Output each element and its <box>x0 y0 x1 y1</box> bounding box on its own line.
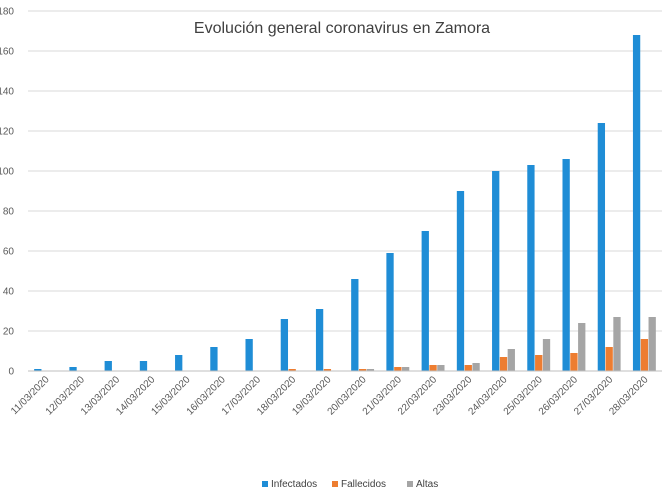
y-tick-label: 120 <box>0 127 14 138</box>
bar-altas-27/03/2020 <box>613 317 621 371</box>
bar-fallecidos-28/03/2020 <box>640 339 649 371</box>
bar-fallecidos-24/03/2020 <box>499 357 508 371</box>
bar-infectados-11/03/2020 <box>34 369 42 371</box>
bar-infectados-20/03/2020 <box>351 279 359 371</box>
bar-infectados-27/03/2020 <box>597 123 606 371</box>
legend: Infectados Fallecidos Altas <box>262 479 438 490</box>
bar-fallecidos-22/03/2020 <box>429 365 437 371</box>
bar-infectados-23/03/2020 <box>456 191 465 371</box>
y-tick-label: 80 <box>3 207 15 218</box>
bar-infectados-19/03/2020 <box>315 309 324 371</box>
bar-infectados-25/03/2020 <box>527 165 535 371</box>
bar-altas-24/03/2020 <box>507 349 515 371</box>
legend-label-fallecidos: Fallecidos <box>341 479 386 490</box>
bar-infectados-22/03/2020 <box>421 231 429 371</box>
y-axis: 0 20 40 60 80 100 120 140 160 180 <box>0 7 14 378</box>
y-tick-label: 60 <box>3 247 15 258</box>
y-tick-label: 20 <box>3 327 15 338</box>
y-tick-label: 40 <box>3 287 15 298</box>
bar-fallecidos-20/03/2020 <box>358 369 367 371</box>
bar-infectados-17/03/2020 <box>245 339 253 371</box>
legend-swatch-altas <box>407 481 413 487</box>
bar-altas-23/03/2020 <box>472 363 480 371</box>
bar-altas-22/03/2020 <box>437 365 445 371</box>
bar-fallecidos-27/03/2020 <box>605 347 613 371</box>
bar-infectados-24/03/2020 <box>492 171 500 371</box>
bar-fallecidos-23/03/2020 <box>464 365 472 371</box>
bar-infectados-12/03/2020 <box>69 367 77 371</box>
y-tick-label: 100 <box>0 167 14 178</box>
chart-title: Evolución general coronavirus en Zamora <box>194 20 490 37</box>
bar-fallecidos-25/03/2020 <box>535 355 543 371</box>
legend-swatch-infectados <box>262 481 268 487</box>
bar-infectados-26/03/2020 <box>562 159 570 371</box>
bar-infectados-28/03/2020 <box>632 35 641 371</box>
bar-infectados-21/03/2020 <box>386 253 394 371</box>
y-tick-label: 140 <box>0 87 14 98</box>
y-tick-label: 0 <box>8 367 14 378</box>
bar-fallecidos-26/03/2020 <box>570 353 578 371</box>
bar-altas-20/03/2020 <box>366 369 375 371</box>
bar-fallecidos-19/03/2020 <box>323 369 332 371</box>
y-tick-label: 160 <box>0 47 14 58</box>
bar-infectados-18/03/2020 <box>280 319 289 371</box>
legend-label-altas: Altas <box>416 479 438 490</box>
bar-altas-25/03/2020 <box>542 339 551 371</box>
legend-label-infectados: Infectados <box>271 479 317 490</box>
bar-altas-26/03/2020 <box>578 323 586 371</box>
bar-infectados-14/03/2020 <box>139 361 148 371</box>
gridlines <box>28 10 662 332</box>
bar-fallecidos-21/03/2020 <box>394 367 402 371</box>
bar-infectados-15/03/2020 <box>175 355 183 371</box>
bar-altas-28/03/2020 <box>648 317 656 371</box>
bar-infectados-16/03/2020 <box>210 347 218 371</box>
bar-altas-21/03/2020 <box>401 367 410 371</box>
bars <box>34 35 656 371</box>
bar-fallecidos-18/03/2020 <box>288 369 296 371</box>
y-tick-label: 180 <box>0 7 14 18</box>
bar-infectados-13/03/2020 <box>104 361 112 371</box>
legend-swatch-fallecidos <box>332 481 338 487</box>
